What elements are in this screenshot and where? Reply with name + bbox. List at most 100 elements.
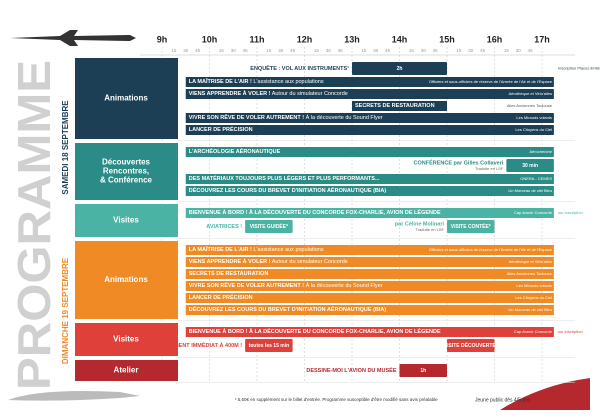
activity-title: SECRETS DE RESTAURATION [189,271,269,277]
activity-title: LANCER DE PRÉCISION [189,125,253,133]
hour-label: 17h [534,34,550,44]
activity-bar [185,113,554,123]
box-label: 1h [420,368,426,374]
row-aside: Inscription Places limitées [558,66,600,71]
minute-label: 15 [219,48,225,53]
activity-note: Cap Avenir Concorde [514,210,553,215]
section-header [75,58,178,139]
minute-label: 15 [266,48,272,53]
activity-title: VIENS APPRENDRE À VOLER ! Autour du simu… [189,90,348,97]
day-label: SAMEDI 18 SEPTEMBRE [61,100,70,195]
activity-note: Un Morceau de ciel Bleu [508,188,552,193]
activity-bar [185,245,554,255]
activity-detail: À la découverte du Sound Flyer [306,282,383,289]
time-box [447,339,495,352]
hour-label: 14h [392,34,408,44]
item-title: DESSINE-MOI L'AVION DU MUSÉE [306,366,396,374]
activity-note: Ailes Anciennes Toulouse [507,271,553,276]
minute-label: 15 [361,48,367,53]
activity-bar [185,257,554,267]
section-header [75,143,178,200]
box-label: 2h [397,66,403,72]
minute-label: 30 [516,48,522,53]
minute-label: 45 [433,48,439,53]
hour-label: 15h [439,34,455,44]
activity-name: LANCER DE PRÉCISION [189,293,253,301]
section-header [75,323,178,356]
activity-bar [185,125,554,135]
activity-bar [185,281,554,291]
activity-bar [352,101,447,111]
hour-label: 16h [487,34,503,44]
activity-title: DÉCOUVREZ LES COURS DU BREVET D'INITIATI… [189,186,387,194]
activity-title: DES MATÉRIAUX TOUJOURS PLUS LÉGERS ET PL… [189,174,380,182]
section-label: Animations [104,94,148,103]
minute-label: 15 [456,48,462,53]
section-header [75,241,178,319]
activity-name: DÉCOUVREZ LES COURS DU BREVET D'INITIATI… [189,186,387,194]
activity-name: DES MATÉRIAUX TOUJOURS PLUS LÉGERS ET PL… [189,174,380,182]
footer-note: ¹ 5,50€ en supplément sur le billet d'en… [235,397,438,402]
plane-icon [10,30,136,46]
hour-label: 9h [157,34,168,44]
section-header [75,204,178,237]
activity-bar [185,186,554,196]
item-sub: Traduite en LSF [415,227,444,232]
minute-label: 30 [326,48,332,53]
activity-title: LA MAÎTRISE DE L'AIR ! L'assistance aux … [189,77,324,85]
activity-bar [185,174,554,184]
activity-note: Aérothèque et Virtu'ailes [509,91,552,96]
activity-name: LA MAÎTRISE DE L'AIR ! [189,77,252,85]
item-title: EMBARQUEMENT IMMÉDIAT À 400M ! [142,341,242,349]
activity-bar [185,208,554,218]
minute-label: 45 [338,48,344,53]
row-aside: sur inscription [558,210,583,215]
time-box [245,339,293,352]
activity-title: LA MAÎTRISE DE L'AIR ! L'assistance aux … [189,245,324,253]
activity-note: ONERA - CEMES [520,176,552,181]
minute-label: 15 [314,48,320,53]
activity-note: Officiers et sous-officiers de réserve d… [429,79,553,84]
hour-label: 10h [202,34,218,44]
minute-label: 30 [468,48,474,53]
minute-label: 15 [409,48,415,53]
activity-note: Un Morceau de ciel Bleu [508,307,552,312]
box-label: VISITE GUIDÉE* [250,222,288,230]
time-box [447,220,495,233]
activity-bar [185,147,554,157]
activity-name: L'ARCHÉOLOGIE AÉRONAUTIQUE [189,147,281,155]
activity-note: Cap Avenir Concorde [514,329,553,334]
activity-bar [185,269,554,279]
activity-name: LANCER DE PRÉCISION [189,125,253,133]
activity-note: Aérocherche [529,149,552,154]
activity-detail: À la découverte du Sound Flyer [306,114,383,121]
minute-label: 45 [528,48,534,53]
hour-label: 12h [297,34,313,44]
time-box [506,159,554,172]
activity-bar [185,77,554,87]
activity-note: Les Citoyens du Ciel [515,127,552,132]
box-label: 30 min [522,163,538,169]
activity-bar [185,327,554,337]
time-box [352,62,447,75]
minute-label: 30 [278,48,284,53]
activity-name: BIENVENUE À BORD ! À LA DÉCOUVERTE DU CO… [189,208,441,216]
hour-label: 11h [249,34,264,44]
activity-note: Les Citoyens du Ciel [515,295,552,300]
section-label: Visites [113,335,139,344]
minute-label: 45 [385,48,391,53]
activity-note: Aérothèque et Virtu'ailes [509,259,552,264]
minute-label: 30 [231,48,237,53]
item-title: CONFÉRENCE par Gilles Collaveri [414,158,504,166]
activity-detail: Autour du simulateur Concorde [272,91,348,97]
minute-label: 45 [243,48,249,53]
activity-title: SECRETS DE RESTAURATION [355,103,435,109]
minute-label: 30 [421,48,427,53]
minute-label: 30 [183,48,189,53]
minute-label: 15 [504,48,510,53]
activity-title: DÉCOUVREZ LES COURS DU BREVET D'INITIATI… [189,305,387,313]
concorde-icon [8,391,140,401]
minute-label: 15 [171,48,177,53]
minute-label: 45 [195,48,201,53]
